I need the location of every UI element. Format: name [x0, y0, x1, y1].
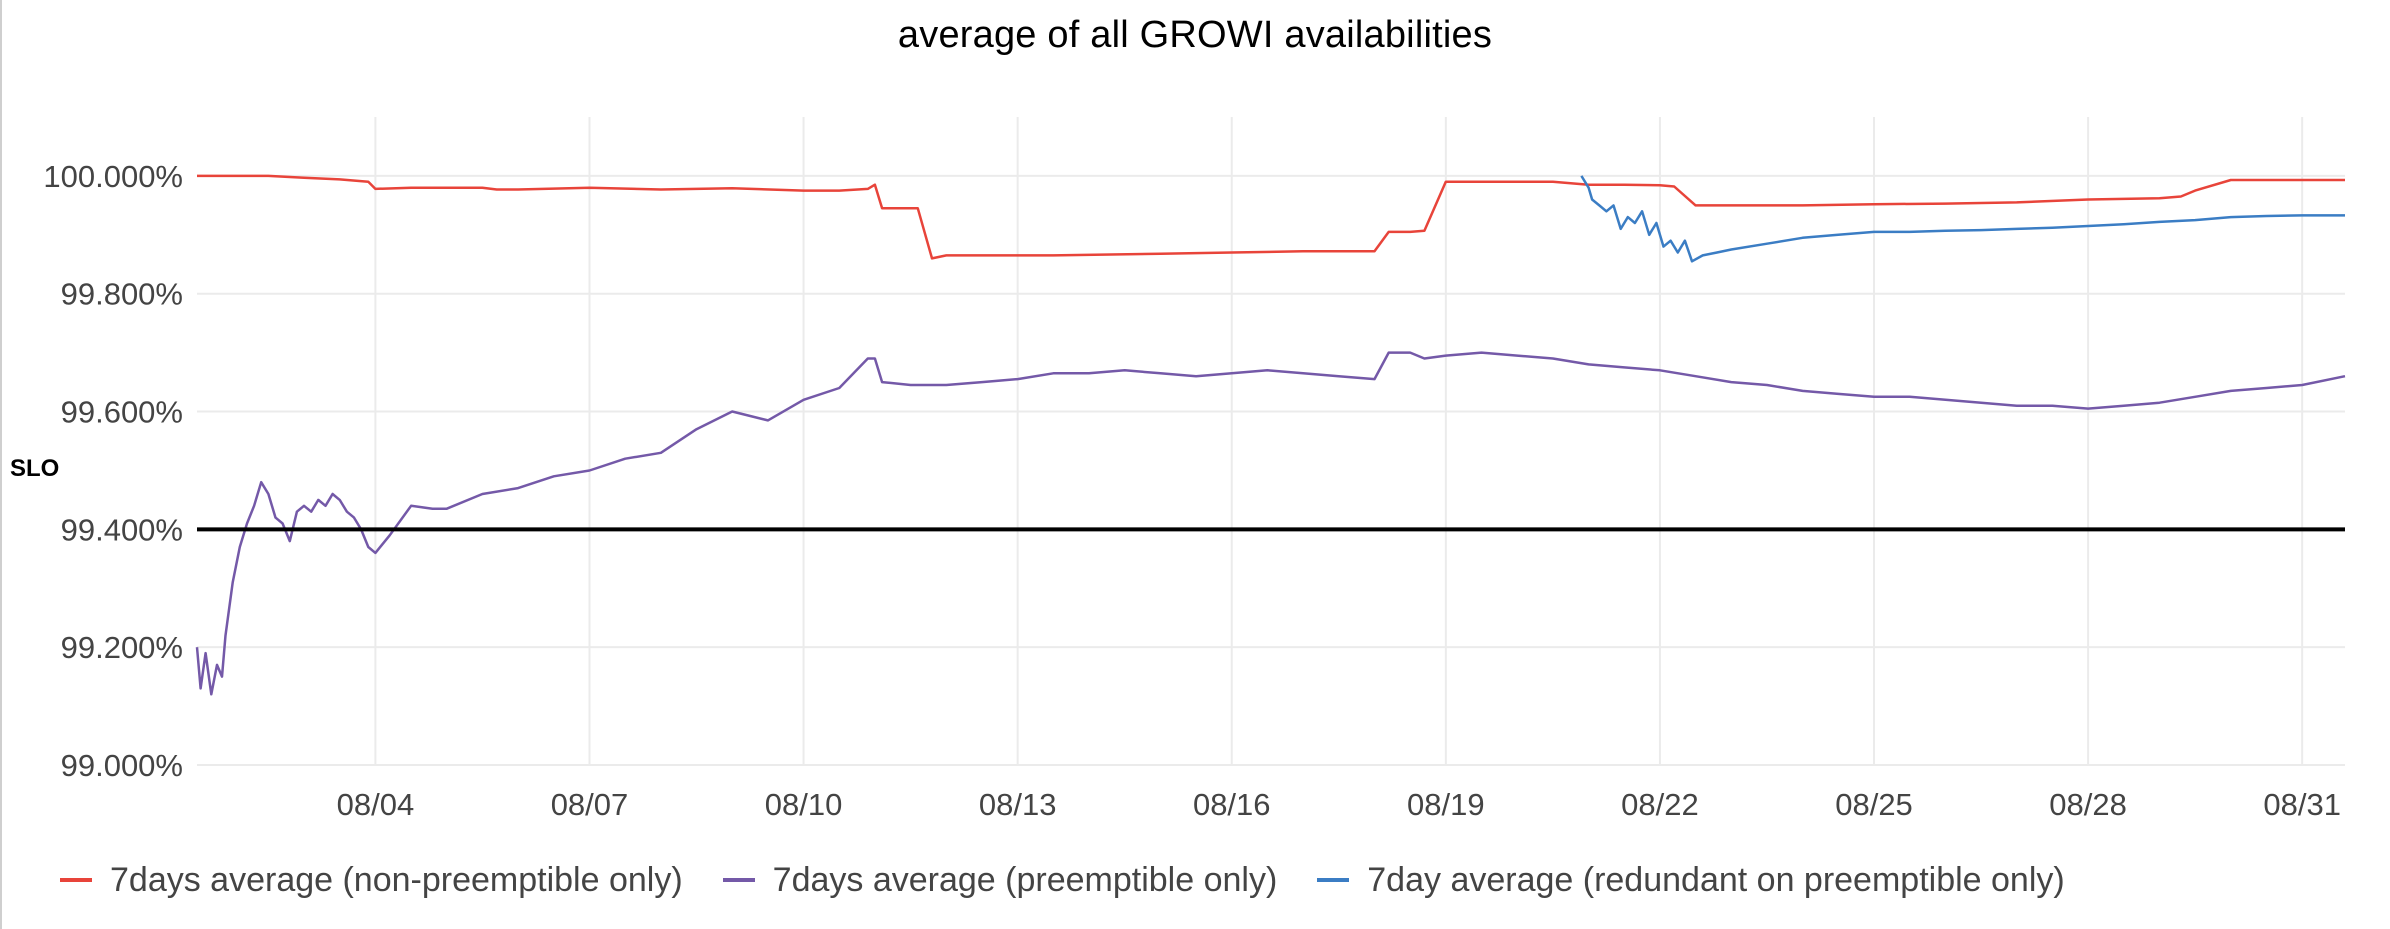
legend-label: 7days average (preemptible only) [772, 860, 1278, 899]
y-tick-label: 99.600% [61, 395, 183, 430]
y-tick-label: 99.800% [61, 277, 183, 312]
axis-ticks: 99.000% 99.200% 99.400% 99.600% 99.800% 100.0… [43, 159, 2341, 822]
legend-item-redundant[interactable]: 7day average (redundant on preemptible o… [1317, 860, 2065, 900]
legend-item-preemptible[interactable]: 7days average (preemptible only) [722, 860, 1278, 900]
chart-title: average of all GROWI availabilities [897, 14, 1493, 56]
x-tick-label: 08/13 [979, 787, 1057, 822]
y-tick-label: 99.200% [61, 630, 183, 665]
x-tick-label: 08/28 [2049, 787, 2127, 822]
legend-swatch [60, 878, 92, 882]
slo-annotation: SLO [10, 455, 60, 482]
series-line-1 [195, 351, 2346, 696]
legend-swatch [722, 878, 755, 882]
x-tick-label: 08/22 [1621, 787, 1699, 822]
gridlines [197, 117, 2345, 766]
x-tick-label: 08/07 [551, 787, 629, 822]
y-tick-label: 99.400% [61, 512, 183, 547]
x-tick-label: 08/04 [337, 787, 415, 822]
legend-swatch [1317, 878, 1350, 882]
series-line-2 [1580, 175, 2345, 263]
x-tick-label: 08/10 [765, 787, 843, 822]
y-tick-label: 99.000% [61, 748, 183, 783]
legend-label: 7day average (redundant on preemptible o… [1367, 860, 2065, 899]
y-tick-label: 100.000% [43, 159, 183, 194]
x-tick-label: 08/31 [2263, 787, 2341, 822]
legend-item-non-preemptible[interactable]: 7days average (non-preemptible only) [60, 861, 683, 900]
x-tick-label: 08/19 [1407, 787, 1485, 822]
series-lines [195, 174, 2346, 696]
x-tick-label: 08/16 [1193, 787, 1271, 822]
legend: 7days average (non-preemptible only) 7da… [60, 860, 2105, 900]
series-line-0 [197, 174, 2345, 260]
legend-label: 7days average (non-preemptible only) [110, 860, 683, 899]
x-tick-label: 08/25 [1835, 787, 1913, 822]
